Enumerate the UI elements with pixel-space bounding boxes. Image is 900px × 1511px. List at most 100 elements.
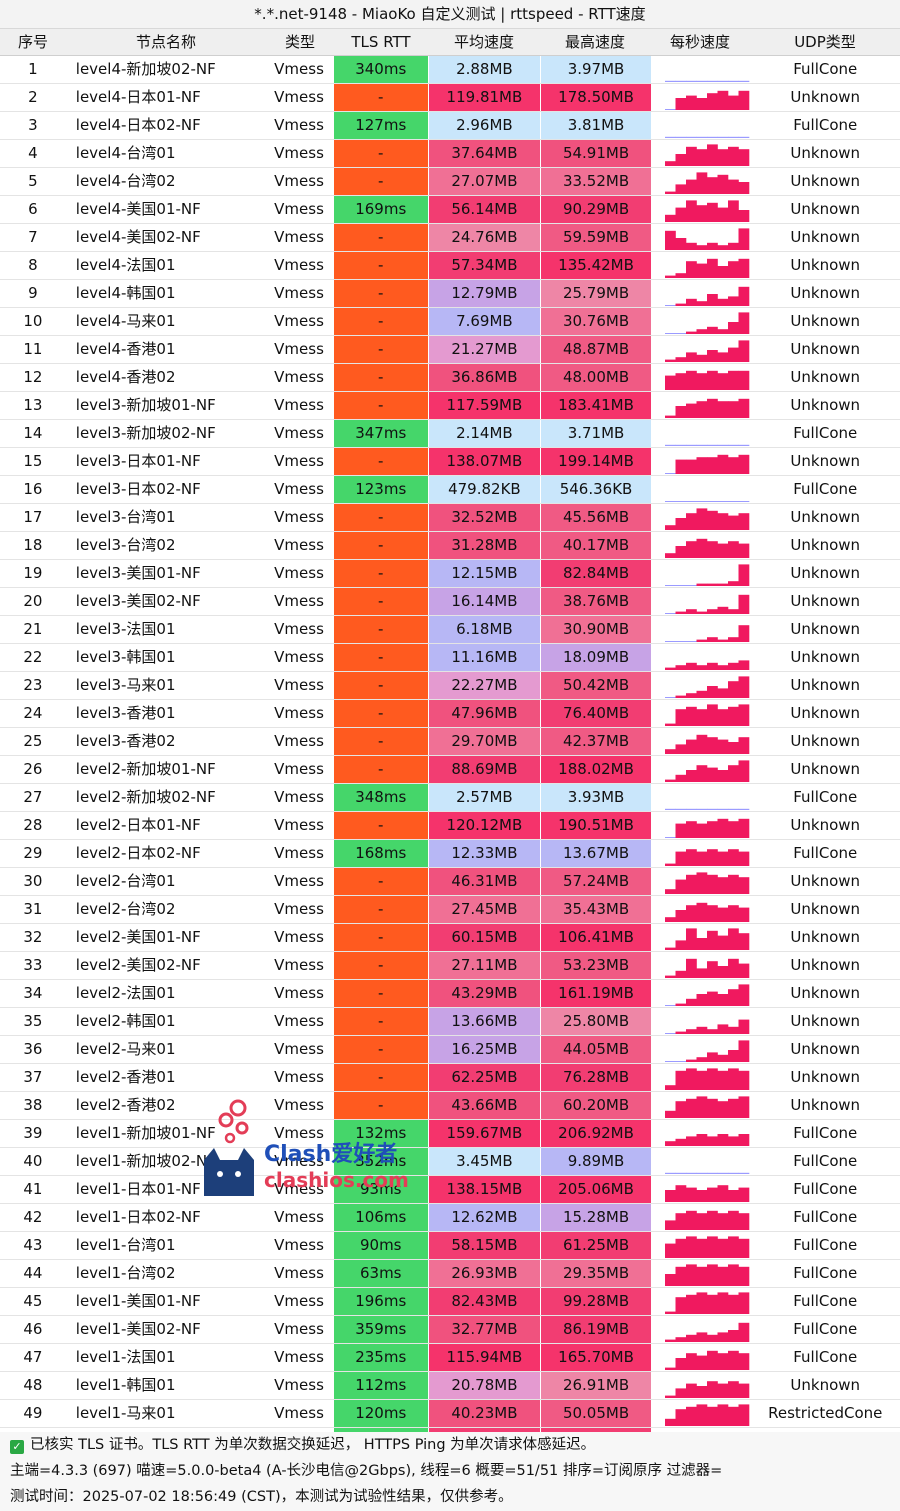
row-avg-speed: 24.76MB — [427, 224, 541, 251]
sparkline-bar — [664, 808, 676, 810]
per-second-sparkline — [664, 849, 750, 866]
row-type: Vmess — [274, 396, 324, 414]
sparkline-bar — [675, 1061, 687, 1062]
sparkline-bar — [717, 966, 729, 978]
table-row: 35 level2-韩国01 Vmess -13.66MB 25.80MB Unknown — [0, 1008, 900, 1036]
row-max-speed: 206.92MB — [540, 1120, 651, 1147]
row-type: Vmess — [274, 1180, 324, 1198]
row-node-name: level1-韩国01 — [75, 1376, 176, 1394]
table-row: 3 level4-日本02-NF Vmess 127ms 2.96MB 3.81MB Ful… — [0, 112, 900, 140]
row-node-name: level1-新加坡01-NF — [75, 1124, 216, 1142]
sparkline-bar — [685, 849, 697, 866]
sparkline-bar — [717, 808, 729, 810]
sparkline-bar — [706, 202, 718, 222]
row-type: Vmess — [274, 144, 324, 162]
table-row: 20 level3-美国02-NF Vmess -16.14MB 38.76MB Unkn… — [0, 588, 900, 616]
sparkline-bar — [685, 662, 697, 670]
sparkline-bar — [738, 1172, 750, 1174]
row-type: Vmess — [274, 620, 324, 638]
sparkline-bar — [664, 1172, 676, 1174]
sparkline-bar — [685, 136, 697, 138]
table-body: 1 level4-新加坡02-NF Vmess 340ms 2.88MB 3.97MB Fu… — [0, 56, 900, 1484]
sparkline-bar — [696, 808, 708, 810]
row-max-speed: 44.05MB — [540, 1036, 651, 1063]
row-idx: 15 — [23, 452, 43, 470]
row-node-name: level1-美国01-NF — [75, 1292, 201, 1310]
sparkline-bar — [675, 238, 687, 250]
row-udp-type: Unknown — [790, 1376, 861, 1394]
per-second-sparkline — [664, 80, 750, 82]
row-max-speed: 40.17MB — [540, 532, 651, 559]
row-max-speed: 57.24MB — [540, 868, 651, 895]
sparkline-bar — [696, 1190, 708, 1202]
row-per-second-chart — [651, 896, 751, 923]
row-avg-speed: 27.45MB — [427, 896, 541, 923]
row-idx: 28 — [23, 816, 43, 834]
row-max-speed: 54.91MB — [540, 140, 651, 167]
sparkline-bar — [727, 905, 739, 922]
sparkline-bar — [675, 444, 687, 446]
table-row: 33 level2-美国02-NF Vmess -27.11MB 53.23MB Unkn… — [0, 952, 900, 980]
row-max-speed: 546.36KB — [540, 476, 651, 503]
sparkline-bar — [727, 1026, 739, 1034]
sparkline-bar — [675, 1031, 687, 1034]
per-second-sparkline — [664, 1210, 750, 1230]
sparkline-bar — [706, 1381, 718, 1398]
sparkline-bar — [685, 501, 697, 502]
row-idx: 8 — [28, 256, 38, 274]
sparkline-bar — [685, 541, 697, 558]
row-max-speed: 38.76MB — [540, 588, 651, 615]
row-max-speed: 106.41MB — [540, 924, 651, 951]
sparkline-bar — [664, 1339, 676, 1342]
row-idx: 3 — [28, 116, 38, 134]
row-idx: 1 — [28, 60, 38, 78]
sparkline-bar — [685, 808, 697, 810]
sparkline-bar — [738, 851, 750, 866]
sparkline-bar — [696, 734, 708, 754]
sparkline-bar — [685, 352, 697, 362]
sparkline-bar — [727, 706, 739, 726]
row-per-second-chart — [651, 1288, 751, 1315]
table-row: 42 level1-日本02-NF Vmess 106ms 12.62MB 15.28MB… — [0, 1204, 900, 1232]
sparkline-bar — [675, 1213, 687, 1230]
row-idx: 11 — [23, 340, 43, 358]
report-footer: ✓ 已核实 TLS 证书。TLS RTT 为单次数据交换延迟， HTTPS Pin… — [0, 1432, 900, 1511]
sparkline-bar — [727, 1294, 739, 1314]
row-tls-rtt: - — [332, 728, 428, 755]
row-per-second-chart — [651, 1316, 751, 1343]
sparkline-bar — [706, 686, 718, 698]
row-avg-speed: 43.29MB — [427, 980, 541, 1007]
row-avg-speed: 40.23MB — [427, 1400, 541, 1427]
table-row: 6 level4-美国01-NF Vmess 169ms 56.14MB 90.29MB U… — [0, 196, 900, 224]
per-second-sparkline — [664, 928, 750, 950]
row-tls-rtt: 168ms — [332, 840, 428, 867]
row-per-second-chart — [651, 532, 751, 559]
sparkline-bar — [675, 1297, 687, 1314]
sparkline-bar — [664, 553, 676, 558]
per-second-sparkline — [664, 258, 750, 278]
sparkline-bar — [727, 296, 739, 306]
row-type: Vmess — [274, 1264, 324, 1282]
row-tls-rtt: 169ms — [332, 196, 428, 223]
row-avg-speed: 21.27MB — [427, 336, 541, 363]
sparkline-bar — [706, 1172, 718, 1174]
row-avg-speed: 11.16MB — [427, 644, 541, 671]
row-type: Vmess — [274, 956, 324, 974]
row-max-speed: 29.35MB — [540, 1260, 651, 1287]
row-idx: 29 — [23, 844, 43, 862]
table-row: 39 level1-新加坡01-NF Vmess 132ms 159.67MB 206.9… — [0, 1120, 900, 1148]
row-idx: 44 — [23, 1264, 43, 1282]
row-avg-speed: 32.77MB — [427, 1316, 541, 1343]
sparkline-bar — [738, 818, 750, 838]
sparkline-bar — [738, 513, 750, 530]
row-per-second-chart — [651, 868, 751, 895]
row-avg-speed: 20.78MB — [427, 1372, 541, 1399]
row-max-speed: 48.87MB — [540, 336, 651, 363]
row-tls-rtt: - — [332, 560, 428, 587]
sparkline-bar — [706, 294, 718, 306]
sparkline-bar — [706, 1187, 718, 1202]
row-max-speed: 165.70MB — [540, 1344, 651, 1371]
sparkline-bar — [685, 95, 697, 110]
table-row: 26 level2-新加坡01-NF Vmess -88.69MB 188.02MB Un… — [0, 756, 900, 784]
row-per-second-chart — [651, 812, 751, 839]
